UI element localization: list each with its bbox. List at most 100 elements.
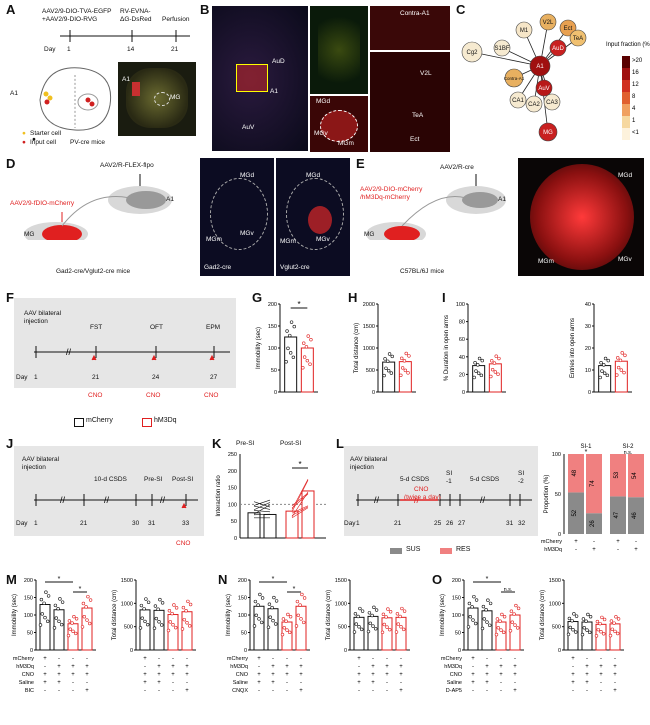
l-sig1: *	[585, 449, 588, 456]
o1-point-2-5	[502, 615, 507, 619]
n2-point-0-4	[357, 625, 361, 629]
m-mark-b-3-1: +	[157, 680, 161, 686]
l-mark2-3: +	[634, 547, 638, 553]
h-point-0-3	[383, 357, 387, 361]
virus-label-4: ΔG-DsRed	[120, 16, 152, 23]
node-label-v2l: V2L	[543, 20, 554, 26]
d26-l: 26	[446, 520, 454, 527]
m-row-1: hM3Dq	[16, 664, 34, 670]
o1-bar-1	[481, 610, 493, 651]
o-mark-a-1-1: +	[485, 664, 489, 670]
node-label-tea: TeA	[573, 36, 583, 42]
ect-label-b: Ect	[410, 136, 420, 143]
n1-ytick-label-3: 150	[238, 596, 247, 602]
l-bar-sus-2	[610, 496, 626, 534]
o1-point-2-0	[494, 632, 499, 637]
o2-ytick-label-1: 500	[552, 625, 561, 631]
o1-point-0-7	[472, 594, 476, 599]
n2-ytick-label-3: 1500	[335, 578, 347, 584]
m-row-0: mCherry	[13, 656, 34, 662]
k-sig: *	[298, 460, 301, 469]
n1-point-3-3	[295, 599, 300, 604]
m-mark-b-2-2: +	[171, 672, 175, 678]
h-point-0-1	[386, 359, 390, 363]
csds2-label: 5-d CSDS	[470, 476, 500, 483]
o-row-0: mCherry	[441, 656, 462, 662]
node-label-contra-a1: Contra-A1	[504, 76, 525, 81]
o-mark-a-0-2: -	[500, 656, 502, 662]
panel-label-b: B	[200, 2, 210, 17]
m-mark-b-0-0: +	[143, 656, 147, 662]
g-bar-0	[284, 336, 298, 393]
g-point-0-5	[292, 324, 296, 329]
legend-tick-3: 8	[632, 94, 636, 100]
circuit-e	[366, 174, 506, 240]
d21-j: 21	[80, 520, 88, 527]
h-point-1-7	[404, 351, 408, 356]
o2-ylabel: Total distance (cm)	[540, 590, 546, 640]
l-bar-res-2	[610, 454, 626, 497]
o1-point-2-3	[495, 617, 500, 621]
m-mark-a-1-3: +	[85, 664, 89, 670]
o-mark-a-1-0: -	[472, 664, 474, 670]
n-mark-b-4-1: -	[372, 688, 374, 694]
legend-sus: SUS	[406, 546, 421, 553]
d31-l: 31	[506, 520, 514, 527]
a1-label-a: A1	[10, 90, 18, 97]
n1-point-3-6	[296, 613, 300, 618]
o2-point-3-4	[613, 629, 617, 634]
legend-swatch-5	[622, 116, 630, 128]
m-mark-a-3-2: -	[72, 680, 74, 686]
k-pair-black-2	[253, 502, 271, 511]
m1-point-3-7	[86, 594, 90, 599]
k-ytick-label-0: 0	[234, 536, 237, 542]
k-pair-red-7	[291, 491, 309, 517]
o-mark-b-4-1: -	[586, 688, 588, 694]
edge-mg	[539, 65, 549, 133]
g-bar-1	[300, 347, 314, 393]
svg-text://: //	[160, 495, 166, 505]
g-ytick-label-4: 200	[268, 302, 277, 308]
m-mark-a-1-0: -	[44, 664, 46, 670]
starter-label: Starter cell	[30, 130, 62, 137]
l-bar-res-0	[568, 454, 584, 493]
l-si2-label: SI-2	[622, 444, 634, 450]
m2-point-0-3	[139, 603, 144, 608]
g-point-1-7	[306, 334, 310, 338]
o1-point-2-4	[499, 628, 503, 632]
l-label-res-2: 53	[614, 471, 620, 478]
n2-point-1-3	[367, 611, 372, 615]
legend-tick-2: 12	[632, 82, 639, 88]
l-row1: mCherry	[541, 539, 562, 545]
k-pair-black-1	[253, 499, 271, 506]
o1-point-0-6	[468, 614, 472, 619]
l-ytick-label-2: 100	[552, 452, 561, 458]
o1-point-2-7	[500, 612, 504, 617]
m-mark-a-4-1: -	[58, 688, 60, 694]
g-ytick-label-0: 0	[274, 390, 277, 396]
o-mark-a-4-1: -	[486, 688, 488, 694]
m1-point-0-5	[46, 594, 51, 598]
n2-point-1-6	[368, 621, 372, 626]
n1-ytick-label-2: 100	[238, 613, 247, 619]
panel-label-m: M	[6, 572, 17, 587]
m1-point-0-4	[43, 615, 47, 620]
m-mark-b-3-2: -	[172, 680, 174, 686]
m-mark-a-3-1: +	[57, 680, 61, 686]
m2-point-0-5	[146, 600, 151, 604]
o-mark-b-4-0: -	[572, 688, 574, 694]
m2-point-1-1	[156, 607, 160, 611]
o2-point-3-6	[610, 627, 614, 631]
si1b-label: -1	[446, 478, 452, 485]
g-point-0-1	[288, 333, 292, 338]
l-sig2: n.s.	[624, 450, 633, 456]
panel-label-a: A	[6, 2, 16, 17]
m2-point-0-4	[143, 619, 147, 624]
i2-point-0-1	[602, 363, 606, 367]
mgv2-label-d: MGv	[316, 236, 330, 243]
m1-point-1-5	[60, 600, 65, 604]
panel-label-e: E	[356, 156, 365, 171]
n-mark-b-3-3: -	[400, 680, 402, 686]
o2-point-1-5	[588, 615, 593, 619]
node-label-a1: A1	[536, 64, 544, 70]
